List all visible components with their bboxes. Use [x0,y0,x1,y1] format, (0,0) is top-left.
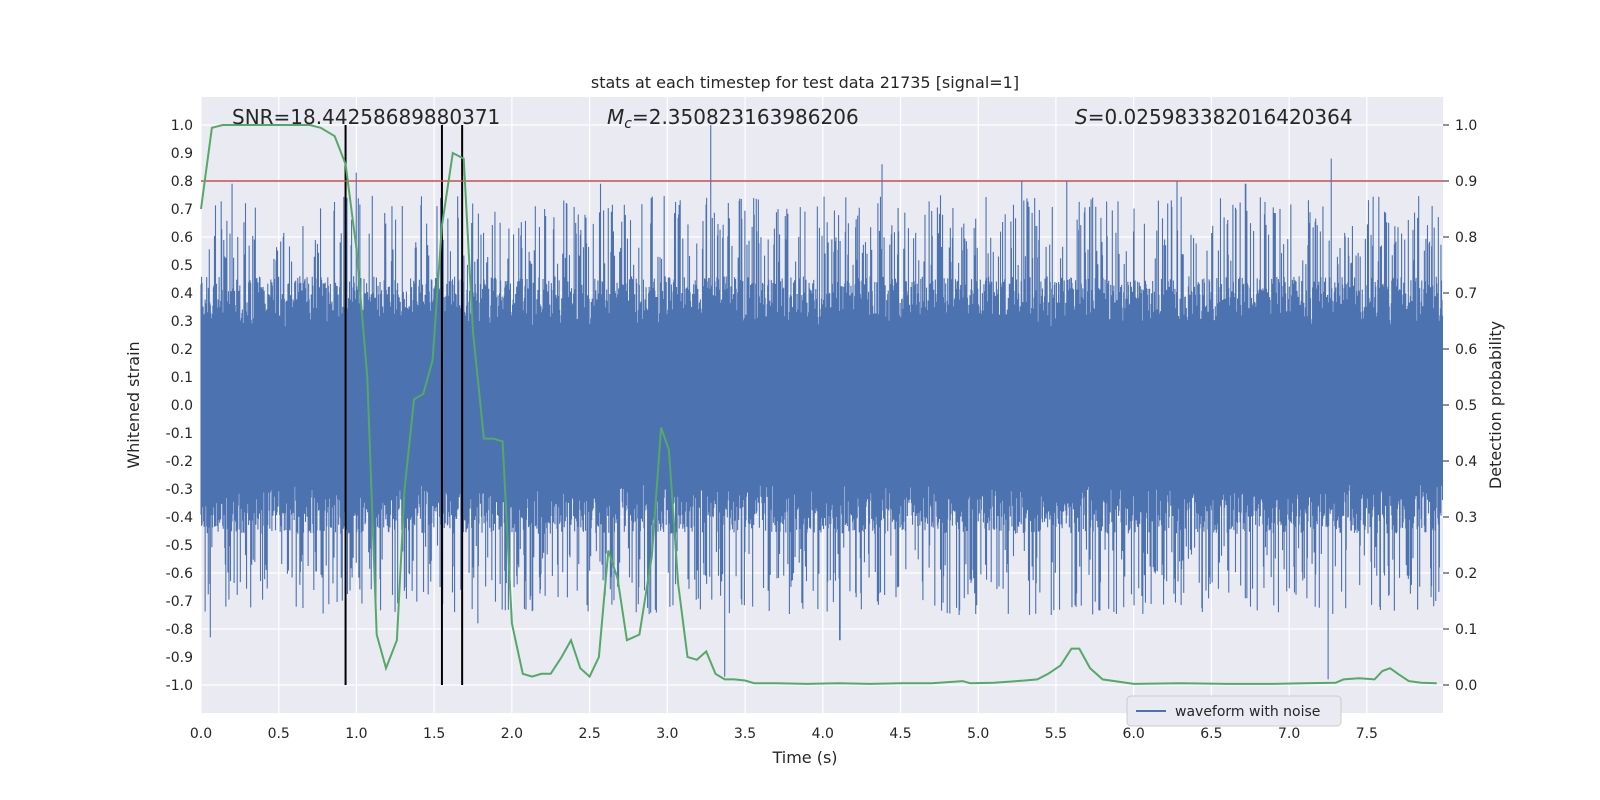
y2-tick-label: 1.0 [1455,118,1477,134]
y-tick-label: 0.6 [171,230,193,246]
legend: waveform with noise [1126,695,1342,727]
s-annotation: S=0.025983382016420364 [1075,105,1353,129]
chart-title: stats at each timestep for test data 217… [591,73,1019,92]
snr-annotation: SNR=18.44258689880371 [232,105,500,129]
x-tick-label: 4.0 [812,726,834,742]
x-tick-label: 0.0 [190,726,212,742]
y-tick-label: -0.7 [166,594,193,610]
legend-label: waveform with noise [1175,704,1320,720]
x-axis-label: Time (s) [771,748,837,767]
chirp-mass-subscript: c [624,116,632,132]
waveform-series [200,125,1444,680]
x-tick-label: 6.5 [1200,726,1222,742]
y-tick-label: -0.8 [166,622,193,638]
y2-axis-label: Detection probability [1486,321,1505,489]
y-axis-label: Whitened strain [124,341,143,468]
y2-tick-labels: 0.0 0.1 0.2 0.3 0.4 0.5 0.6 0.7 0.8 0.9 1.0 [1443,118,1477,694]
x-tick-label: 2.0 [501,726,523,742]
y-tick-label: -1.0 [166,678,193,694]
chirp-mass-value: =2.350823163986206 [632,105,859,129]
y-tick-labels: -1.0 -0.9 -0.8 -0.7 -0.6 -0.5 -0.4 -0.3 -0.2 -0.1… [166,118,193,694]
y-tick-label: -0.4 [166,510,193,526]
detection-probability-line [200,124,1437,685]
x-tick-labels: 0.0 0.5 1.0 1.5 2.0 2.5 3.0 3.5 4.0 4.5 5.0 5.5 6.0 6… [190,726,1378,742]
waveform-trace [200,125,1444,680]
y-tick-label: -0.1 [166,426,193,442]
y-tick-label: 0.0 [171,398,193,414]
x-tick-label: 6.0 [1123,726,1145,742]
y-tick-label: 0.1 [171,370,193,386]
x-tick-label: 5.5 [1045,726,1067,742]
y-tick-label: -0.9 [166,650,193,666]
s-symbol: S [1075,105,1088,129]
y2-tick-label: 0.8 [1455,230,1477,246]
y-tick-label: 0.7 [171,202,193,218]
y-tick-label: 0.5 [171,258,193,274]
y2-tick-label: 0.7 [1455,286,1477,302]
y-tick-label: 0.2 [171,342,193,358]
x-tick-label: 7.5 [1356,726,1378,742]
y2-tick-label: 0.0 [1455,678,1477,694]
event-markers [344,125,464,685]
y-tick-label: 0.8 [171,174,193,190]
y-tick-label: 0.3 [171,314,193,330]
y-tick-label: -0.6 [166,566,193,582]
x-tick-label: 5.0 [967,726,989,742]
x-tick-label: 7.0 [1278,726,1300,742]
x-tick-label: 1.0 [345,726,367,742]
y-tick-label: 1.0 [171,118,193,134]
y2-tick-label: 0.1 [1455,622,1477,638]
x-tick-label: 3.5 [734,726,756,742]
y2-tick-label: 0.2 [1455,566,1477,582]
s-value: =0.025983382016420364 [1088,105,1353,129]
y2-tick-label: 0.6 [1455,342,1477,358]
chirp-mass-symbol: M [607,105,624,129]
y2-tick-label: 0.9 [1455,174,1477,190]
x-tick-label: 3.0 [656,726,678,742]
y2-tick-label: 0.5 [1455,398,1477,414]
x-tick-label: 4.5 [889,726,911,742]
y-tick-label: -0.3 [166,482,193,498]
legend-box [1126,695,1342,727]
y-tick-label: -0.5 [166,538,193,554]
y-tick-label: -0.2 [166,454,193,470]
y2-tick-label: 0.3 [1455,510,1477,526]
x-tick-label: 1.5 [423,726,445,742]
x-tick-label: 2.5 [578,726,600,742]
y-tick-label: 0.4 [171,286,193,302]
chirp-mass-annotation: Mc=2.350823163986206 [607,105,859,132]
x-tick-label: 0.5 [268,726,290,742]
y2-tick-label: 0.4 [1455,454,1477,470]
y-tick-label: 0.9 [171,146,193,162]
